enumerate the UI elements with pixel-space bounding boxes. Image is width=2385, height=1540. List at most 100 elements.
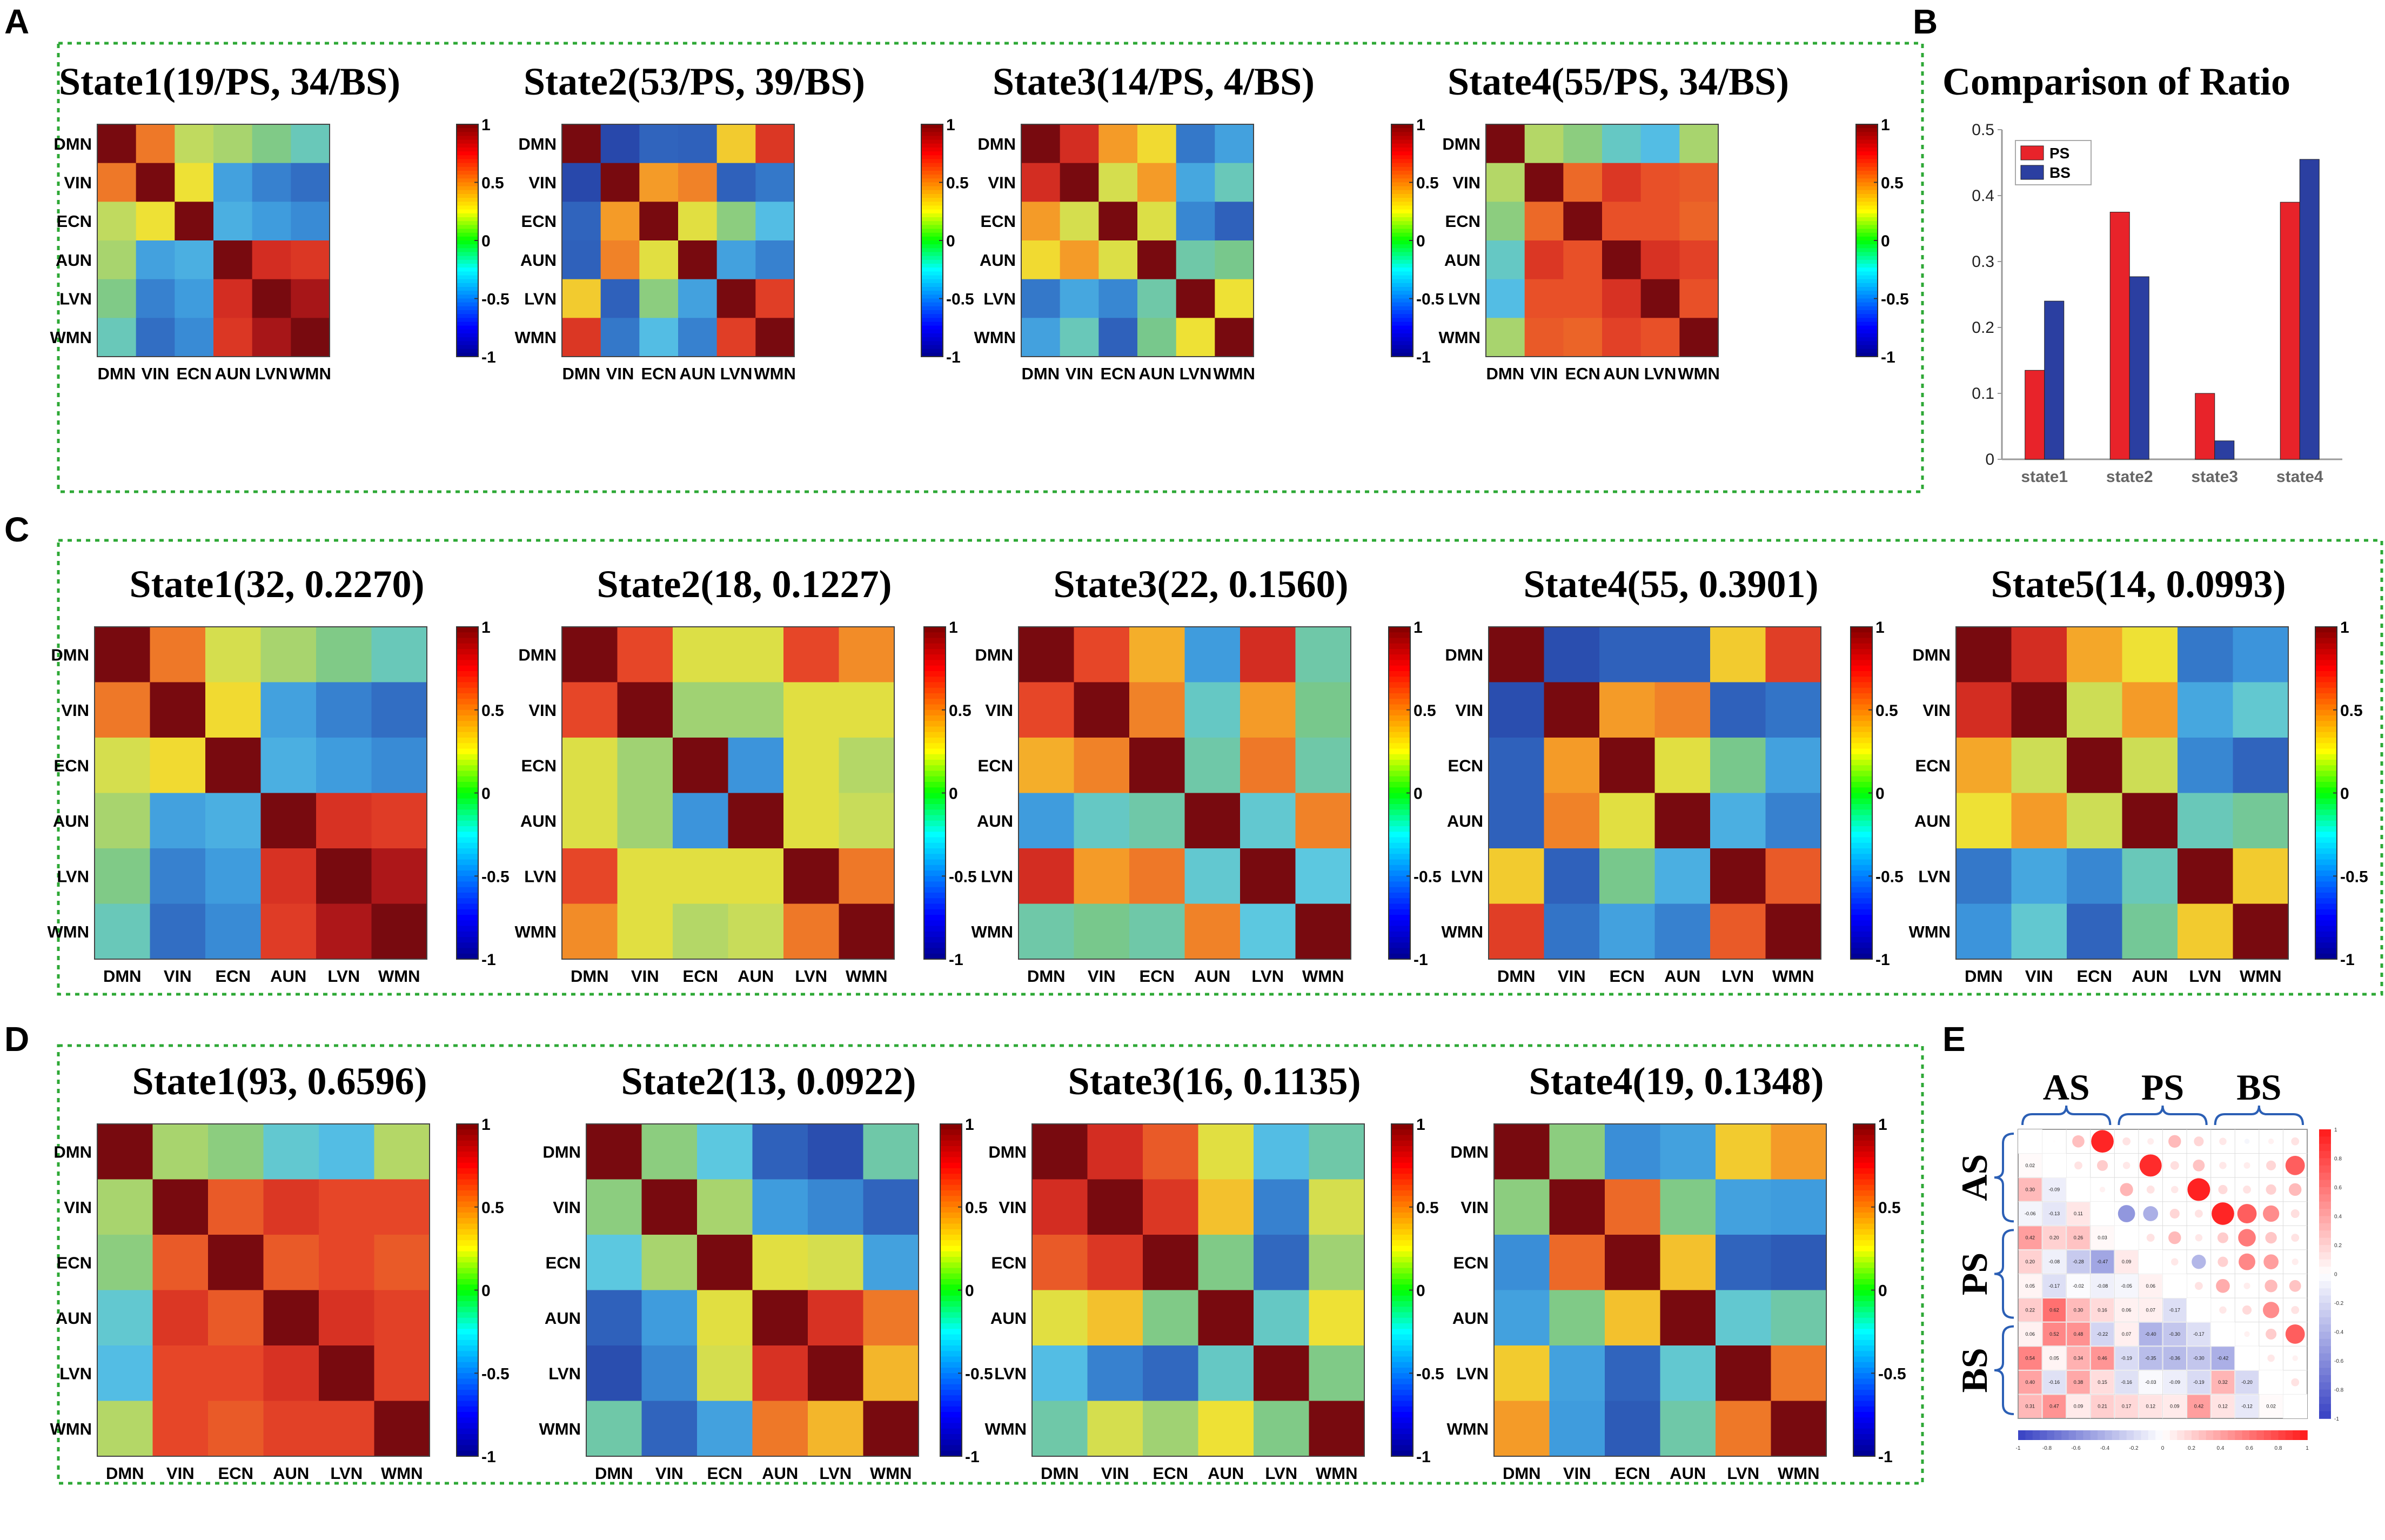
heatmap-cell xyxy=(1771,1235,1827,1291)
colorbar-swatch xyxy=(2315,643,2337,650)
row-label-wmn: WMN xyxy=(1447,1420,1489,1438)
colorbar-swatch xyxy=(924,632,946,639)
heatmap-cell xyxy=(1549,1290,1605,1346)
colorbar-swatch xyxy=(457,926,478,932)
row-label-ecn: ECN xyxy=(1445,212,1480,231)
colorbar-swatch xyxy=(1853,1251,1875,1257)
col-label-lvn: LVN xyxy=(819,1464,852,1483)
heatmap-cell xyxy=(1184,848,1241,905)
colorbar-swatch xyxy=(1851,693,1872,700)
col-label-lvn: LVN xyxy=(2189,967,2221,986)
colorbar-tick-label: -1 xyxy=(1881,349,1895,366)
heatmap-cell xyxy=(175,318,214,357)
corr-hcolorbar-tick: 1 xyxy=(2306,1445,2309,1451)
correlation-circle xyxy=(2122,1137,2131,1146)
correlation-value: 0.09 xyxy=(2122,1259,2132,1264)
correlation-circle xyxy=(2289,1280,2301,1292)
colorbar-tick-label: -0.5 xyxy=(481,291,510,309)
colorbar-swatch xyxy=(1851,948,1872,954)
colorbar-swatch xyxy=(457,306,478,311)
colorbar-swatch xyxy=(1851,809,1872,816)
colorbar-swatch xyxy=(1851,627,1872,633)
state-title: State4(55/PS, 34/BS) xyxy=(1448,60,1789,103)
colorbar-swatch xyxy=(1391,124,1413,129)
row-label-aun: AUN xyxy=(56,1309,92,1328)
colorbar-tick-label: 0.5 xyxy=(481,175,504,192)
corr-colorbar-swatch xyxy=(2319,1209,2331,1217)
colorbar-swatch xyxy=(924,859,946,866)
heatmap-cell xyxy=(1494,1124,1550,1180)
col-label-vin: VIN xyxy=(142,364,170,383)
col-label-aun: AUN xyxy=(270,967,306,986)
colorbar-swatch xyxy=(457,842,478,849)
corr-hcolorbar-swatch xyxy=(2054,1430,2062,1440)
colorbar-swatch xyxy=(1391,1323,1413,1330)
heatmap-cell xyxy=(1184,793,1241,849)
row-label-dmn: DMN xyxy=(1442,135,1480,153)
colorbar-swatch xyxy=(2315,842,2337,849)
correlation-circle xyxy=(2218,1184,2228,1195)
colorbar-swatch xyxy=(457,349,478,353)
row-label-aun: AUN xyxy=(1452,1309,1489,1328)
row-label-dmn: DMN xyxy=(988,1142,1027,1161)
heatmap-cell xyxy=(678,202,718,241)
colorbar-swatch xyxy=(940,1368,962,1374)
colorbar-swatch xyxy=(1853,1368,1875,1374)
col-label-aun: AUN xyxy=(738,967,774,986)
heatmap-cell xyxy=(728,738,784,794)
col-label-vin: VIN xyxy=(1066,364,1094,383)
colorbar-swatch xyxy=(2315,854,2337,860)
colorbar-tick-label: 1 xyxy=(2340,619,2349,637)
heatmap-cell xyxy=(2178,793,2234,849)
colorbar-swatch xyxy=(1851,787,1872,794)
heatmap-cell xyxy=(639,202,679,241)
colorbar-swatch xyxy=(457,865,478,871)
heatmap-cell xyxy=(291,240,330,280)
heatmap-cell xyxy=(1240,793,1296,849)
heatmap-cell xyxy=(752,1345,808,1402)
y-tick-label: 0.2 xyxy=(1972,319,1994,337)
state-title: State3(14/PS, 4/BS) xyxy=(993,60,1315,103)
colorbar-swatch xyxy=(1853,1312,1875,1318)
colorbar-tick-label: 1 xyxy=(946,116,955,134)
colorbar-swatch xyxy=(924,715,946,722)
heatmap-cell xyxy=(728,627,784,683)
correlation-circle xyxy=(2187,1178,2210,1201)
correlation-circle xyxy=(2146,1186,2155,1194)
group-bracket-left xyxy=(1994,1229,2014,1319)
heatmap-cell xyxy=(783,848,840,905)
colorbar-swatch xyxy=(1853,1401,1875,1407)
colorbar-swatch xyxy=(1391,209,1413,214)
colorbar-swatch xyxy=(1856,318,1878,323)
colorbar-tick-label: 0.5 xyxy=(1881,175,1904,192)
heatmap-cell xyxy=(2178,903,2234,960)
heatmap-cell xyxy=(1215,202,1254,241)
diagonal-cell xyxy=(2138,1249,2163,1274)
col-label-lvn: LVN xyxy=(1180,364,1212,383)
colorbar-tick-label: -1 xyxy=(946,349,961,366)
col-label-dmn: DMN xyxy=(1503,1464,1541,1483)
colorbar-swatch xyxy=(1856,298,1878,303)
correlation-value: 0.20 xyxy=(2049,1235,2059,1241)
colorbar-swatch xyxy=(1391,1251,1413,1257)
colorbar-swatch xyxy=(940,1162,962,1169)
colorbar-swatch xyxy=(2315,898,2337,905)
heatmap-cell xyxy=(2122,682,2178,738)
colorbar-tick-label: 0 xyxy=(2340,785,2349,803)
colorbar-swatch xyxy=(921,252,943,257)
colorbar-swatch xyxy=(1389,920,1410,927)
colorbar-swatch xyxy=(1389,842,1410,849)
colorbar-swatch xyxy=(921,213,943,218)
colorbar-swatch xyxy=(1389,693,1410,700)
colorbar-swatch xyxy=(1389,848,1410,855)
correlation-value: 0.34 xyxy=(2074,1356,2083,1361)
colorbar-swatch xyxy=(2315,937,2337,943)
state-title: State3(22, 0.1560) xyxy=(1054,563,1349,606)
colorbar-swatch xyxy=(457,687,478,694)
corr-colorbar-tick: -0.4 xyxy=(2334,1330,2344,1336)
colorbar-swatch xyxy=(1389,953,1410,960)
heatmap-cell xyxy=(263,1290,319,1346)
heatmap-cell xyxy=(205,682,262,738)
heatmap-cell xyxy=(2011,903,2067,960)
colorbar-swatch xyxy=(1391,217,1413,222)
